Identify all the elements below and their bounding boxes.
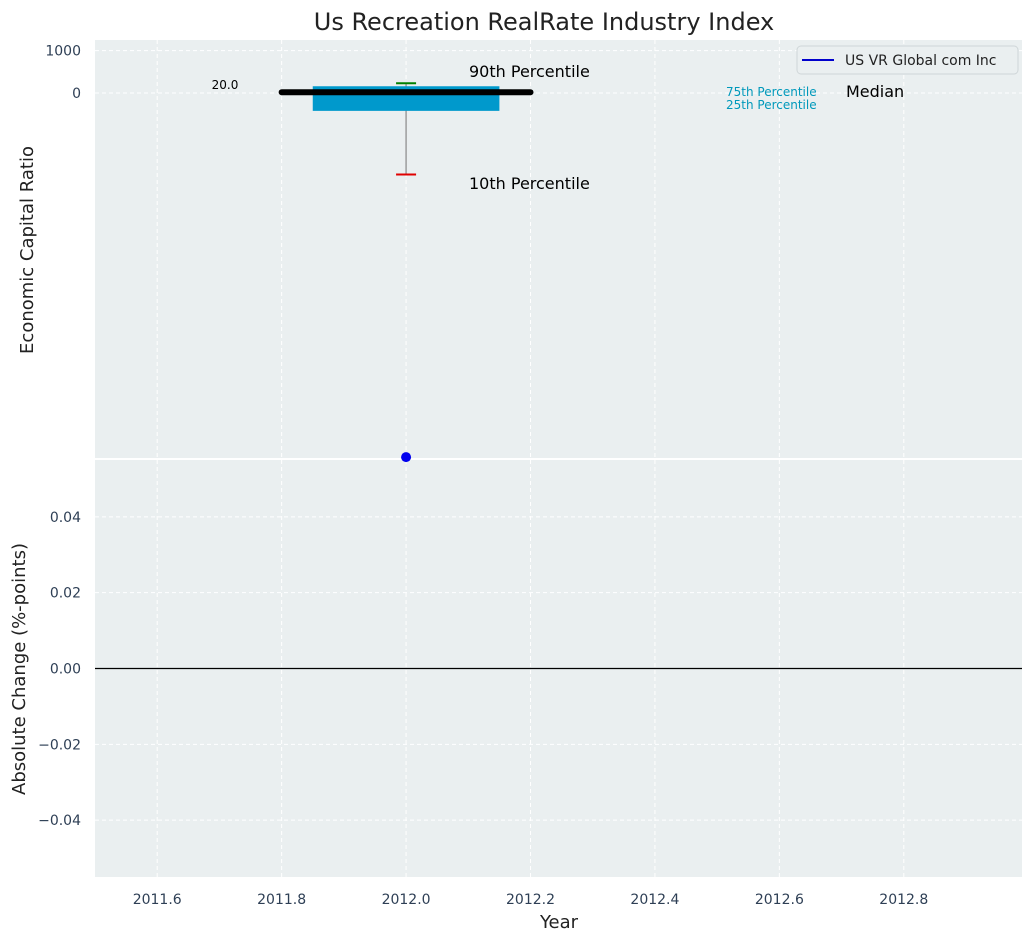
x-tick-label: 2012.6	[755, 892, 804, 908]
bottom-y-tick-label: −0.04	[38, 813, 81, 829]
median-annotation: Median	[846, 82, 904, 101]
legend-box	[796, 45, 1019, 75]
company-data-point	[401, 452, 412, 463]
top-plot-area	[95, 40, 1022, 458]
x-tick-label: 2012.0	[382, 892, 431, 908]
x-tick-label: 2011.8	[257, 892, 306, 908]
bottom-y-tick-label: 0.02	[50, 586, 81, 602]
chart-title: Us Recreation RealRate Industry Index	[314, 8, 775, 36]
median-value-label: 20.0	[212, 78, 239, 92]
x-tick-label: 2012.4	[630, 892, 679, 908]
top-y-axis-title: Economic Capital Ratio	[17, 146, 38, 354]
bottom-y-tick-label: 0.04	[50, 510, 81, 526]
x-axis-title: Year	[539, 912, 579, 933]
x-tick-label: 2011.6	[133, 892, 182, 908]
top-y-tick-label: 1000	[45, 44, 81, 60]
p90-annotation: 90th Percentile	[469, 62, 590, 81]
p10-annotation: 10th Percentile	[469, 174, 590, 193]
bottom-y-tick-label: 0.00	[50, 662, 81, 678]
x-tick-label: 2012.2	[506, 892, 555, 908]
plot-layer: 0 1000 −0.04 −0.02 0.00 0.02 0.04 2011.6 2011.8 2…	[38, 40, 1022, 908]
bottom-y-axis-title: Absolute Change (%-points)	[9, 543, 30, 795]
p75-annotation: 75th Percentile	[726, 85, 817, 99]
legend-label: US VR Global com Inc	[845, 53, 997, 69]
bottom-y-tick-label: −0.02	[38, 737, 81, 753]
p25-annotation: 25th Percentile	[726, 98, 817, 112]
x-tick-label: 2012.8	[879, 892, 928, 908]
top-y-tick-label: 0	[72, 86, 81, 102]
